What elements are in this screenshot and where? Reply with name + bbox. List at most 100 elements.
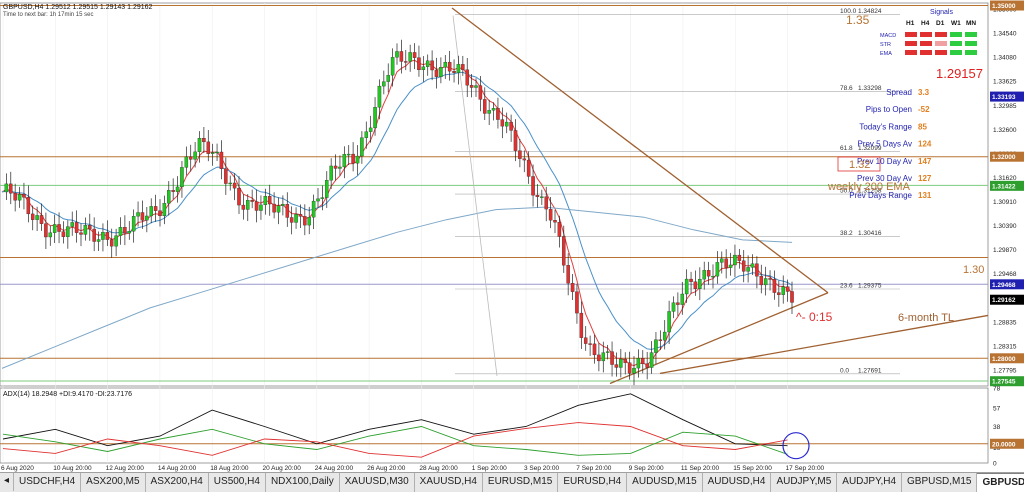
candle-body: [487, 110, 491, 114]
annotation-box: [837, 156, 881, 172]
candle-body: [535, 195, 540, 197]
candle-body: [500, 119, 505, 127]
minus-di-line: [2, 422, 788, 458]
candle-body: [13, 193, 17, 201]
chart-tab[interactable]: ASX200,H4: [146, 473, 209, 492]
candle-body: [404, 61, 408, 63]
candle-body: [246, 200, 250, 210]
candle-body: [118, 227, 123, 236]
adx-pane-frame: [0, 387, 989, 464]
price-scale-label: 1.32985: [993, 103, 1017, 110]
candle-body: [303, 216, 307, 226]
chart-tab[interactable]: EURUSD,M15: [483, 473, 559, 492]
candle-body: [215, 151, 219, 154]
chart-tab[interactable]: XAUUSD,M30: [340, 473, 415, 492]
candle-body: [70, 222, 74, 227]
candle-body: [548, 208, 553, 221]
candle-body: [553, 220, 557, 223]
fib-level-price: 1.30416: [858, 230, 882, 237]
candle-body: [17, 194, 22, 201]
candle-body: [649, 352, 654, 368]
candle-body: [228, 182, 232, 185]
candle-body: [123, 227, 127, 234]
current-price: 1.29157: [936, 66, 983, 81]
candle-body: [364, 131, 369, 138]
chart-title: GBPUSD,H4 1.29512 1.29515 1.29143 1.2916…: [3, 4, 153, 11]
chart-tab[interactable]: GBPUSD,H4: [977, 473, 1024, 492]
candle-body: [627, 362, 632, 374]
candle-body: [693, 281, 698, 289]
price-pane-frame: [0, 2, 989, 387]
scroll-left-icon[interactable]: ◂: [0, 473, 15, 491]
signal-cell: [920, 50, 932, 55]
price-chart[interactable]: 100.0 1.34824 78.6 1.33298 61.8 1.32099 50.0 1.…: [0, 0, 1024, 472]
candle-body: [619, 358, 623, 368]
candle-body: [52, 224, 57, 233]
stat-label: Prev 5 Days Av: [857, 140, 912, 149]
signal-row-label: EMA: [880, 51, 892, 57]
chart-tab[interactable]: AUDUSD,H4: [703, 473, 772, 492]
price-tag-value: 1.29468: [992, 282, 1016, 289]
candle-body: [114, 235, 118, 247]
chart-tab[interactable]: USDCHF,H4: [14, 473, 82, 492]
chart-tab[interactable]: US500,H4: [209, 473, 266, 492]
chart-tab[interactable]: ASX200,M5: [81, 473, 146, 492]
candle-body: [30, 213, 35, 220]
highlight-circle: [782, 432, 810, 460]
candle-body: [540, 196, 544, 198]
candle-body: [456, 64, 461, 73]
signal-row-label: STR: [880, 42, 891, 48]
price-tag-bg: [990, 376, 1024, 387]
candle-body: [158, 210, 162, 217]
candle-body: [197, 138, 202, 153]
chart-tab[interactable]: GBPUSD,M15: [902, 473, 978, 492]
chart-tab[interactable]: AUDJPY,M5: [771, 473, 838, 492]
candle-body: [513, 130, 518, 151]
candle-body: [399, 51, 404, 62]
candle-body: [140, 212, 145, 221]
candle-body: [579, 312, 584, 338]
candle-body: [232, 182, 237, 189]
candle-body: [452, 71, 456, 73]
ema200-line: [1, 206, 793, 369]
timeframe-header: H1: [906, 20, 915, 27]
fib-level-pct: 78.6: [840, 85, 853, 92]
candle-body: [746, 267, 750, 272]
candle-body: [109, 239, 114, 247]
time-axis-label: 12 Aug 20:00: [106, 465, 145, 472]
candle-body: [741, 260, 746, 272]
candle-body: [224, 168, 228, 184]
chart-tab[interactable]: XAUUSD,H4: [415, 473, 483, 492]
signal-row-label: MACD: [880, 33, 896, 39]
candle-body: [430, 60, 434, 71]
candle-body: [684, 278, 689, 295]
candle-body: [241, 204, 246, 210]
chart-tab[interactable]: AUDJPY,H4: [837, 473, 903, 492]
candle-body: [439, 66, 443, 77]
candle-body: [320, 197, 325, 199]
price-tag-value: 1.35000: [992, 3, 1016, 10]
candle-body: [790, 291, 794, 303]
fib-level-price: 1.31258: [858, 188, 882, 195]
candle-body: [680, 293, 685, 305]
candle-body: [35, 215, 39, 220]
candle-body: [662, 331, 667, 341]
signal-cell: [935, 41, 947, 46]
candle-body: [412, 52, 417, 58]
signal-cell: [950, 41, 962, 46]
fib-level-price: 1.34824: [858, 8, 882, 15]
candle-body: [83, 225, 88, 235]
time-axis-label: 18 Aug 20:00: [210, 465, 249, 472]
candle-body: [588, 343, 592, 345]
adx-scale-label: 0: [993, 461, 997, 468]
candle-body: [250, 200, 254, 202]
chart-tab[interactable]: NDX100,Daily: [266, 473, 340, 492]
candle-body: [188, 156, 193, 160]
candle-body: [101, 232, 105, 240]
chart-tab[interactable]: AUDUSD,M15: [627, 473, 703, 492]
candle-body: [417, 57, 421, 71]
candle-body: [390, 57, 395, 76]
candle-body: [605, 351, 610, 353]
chart-tab[interactable]: EURUSD,H4: [558, 473, 628, 492]
